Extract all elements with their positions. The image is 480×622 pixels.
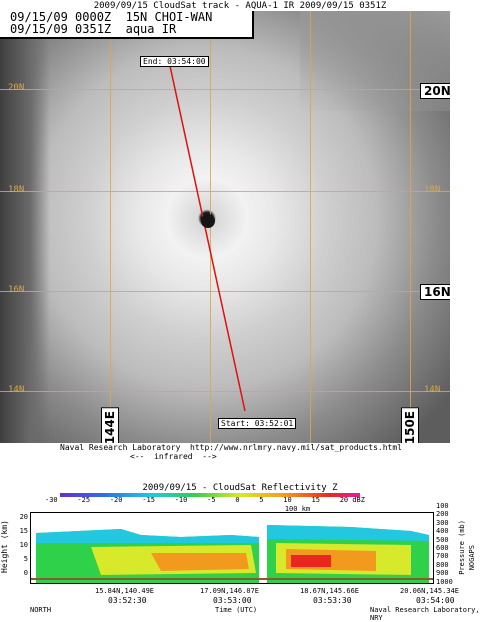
ytick-right: 400 — [436, 527, 449, 536]
colorbar-tick: -25 — [77, 496, 91, 504]
lat-label-right-14n: 14N — [424, 385, 441, 395]
image-title: 2009/09/15 CloudSat track - AQUA-1 IR 20… — [93, 1, 387, 11]
profile-credit: Naval Research Laboratory, NRY — [370, 606, 480, 622]
lat-label-left-20n: 20N — [8, 83, 25, 93]
cloud-top-right — [267, 525, 429, 541]
colorbar-tick: 15 — [311, 496, 320, 504]
ylabel-left: Height (km) — [0, 520, 9, 573]
north-label: NORTH — [30, 606, 52, 614]
xtime-4: 03:54:00 — [416, 596, 455, 605]
colorbar-ticks: -30 -25 -20 -15 -10 -5 0 5 10 15 20 dBZ — [45, 496, 365, 504]
reflectivity-profile — [30, 512, 434, 584]
xtime-1: 03:52:30 — [108, 596, 147, 605]
track-end-label: End: 03:54:00 — [140, 56, 209, 67]
reflectivity-colorbar — [60, 493, 360, 497]
nrl-credit: Naval Research Laboratory http://www.nrl… — [60, 443, 402, 452]
lat-label-left-14n: 14N — [8, 385, 25, 395]
ytick-right: 100 — [436, 502, 449, 510]
ytick-right: 800 — [436, 560, 449, 569]
grid-lat-14n — [0, 391, 450, 392]
ytick-right: 200 — [436, 510, 449, 519]
ytick-right: 900 — [436, 569, 449, 578]
xcoord-4: 20.06N,145.34E — [400, 587, 460, 595]
ytick-right: 700 — [436, 552, 449, 561]
ytick-left: 5 — [23, 555, 28, 563]
profile-title: 2009/09/15 - CloudSat Reflectivity Z — [142, 483, 338, 493]
ytick-left: 10 — [19, 541, 28, 549]
colorbar-tick: -5 — [207, 496, 216, 504]
cloud-top-left — [36, 529, 259, 543]
colorbar-tick: 10 — [283, 496, 292, 504]
colorbar-tick: -10 — [174, 496, 188, 504]
xlabel: Time (UTC) — [215, 606, 258, 614]
lat-label-left-18n: 18N — [8, 185, 25, 195]
eye-gap — [259, 513, 267, 583]
ytick-left: 15 — [19, 527, 28, 535]
lat-label-left-16n: 16N — [8, 285, 25, 295]
lat-badge-20n: 20N — [420, 83, 450, 99]
typhoon-eye — [201, 214, 215, 228]
reflectivity-curtain — [31, 513, 433, 583]
grid-lat-16n — [0, 291, 450, 292]
ytick-right: 600 — [436, 544, 449, 553]
colorbar-tick: -30 — [45, 496, 58, 504]
cloud-intense-left — [151, 553, 249, 571]
cloudsat-track — [169, 65, 246, 412]
xcoord-2: 17.09N,146.07E — [200, 587, 260, 595]
cloud-max-right — [291, 555, 331, 567]
grid-lon-144e — [110, 11, 111, 443]
ytick-right: 500 — [436, 535, 449, 544]
ytick-right: 1000 — [436, 577, 453, 586]
lat-badge-16n: 16N — [420, 284, 450, 300]
image-banner: 09/15/09 0000Z 15N CHOI-WAN 09/15/09 035… — [0, 11, 254, 39]
banner-line-sensor: 09/15/09 0351Z aqua IR — [10, 22, 177, 36]
grid-lat-20n — [0, 89, 450, 90]
track-start-label: Start: 03:52:01 — [218, 418, 297, 429]
lon-badge-144e: 144E — [101, 407, 119, 443]
satellite-ir-image: 20N 18N 16N 14N 18N 14N End: 03:54:00 St… — [0, 11, 450, 443]
grid-lon-150e — [410, 11, 411, 443]
colorbar-tick: -20 — [109, 496, 123, 504]
ytick-left: 0 — [23, 569, 28, 577]
lon-badge-150e: 150E — [401, 407, 419, 443]
track-line — [169, 65, 246, 412]
colorbar-tick: -15 — [142, 496, 155, 504]
colorbar-tick: 5 — [259, 496, 264, 504]
ylabel-right: Pressure (mb) — [458, 520, 466, 575]
dark-region-left — [0, 11, 50, 443]
grid-lat-18n — [0, 191, 450, 192]
nogaps-label: NOGAPS — [468, 545, 476, 571]
lat-label-right-18n: 18N — [424, 185, 441, 195]
yticks-left: 20 15 10 5 0 — [18, 510, 28, 580]
colorbar-tick: 0 — [235, 496, 240, 504]
band-label: <-- infrared --> — [130, 452, 217, 461]
banner-line-storm: 09/15/09 0000Z 15N CHOI-WAN — [10, 10, 213, 24]
xcoord-3: 18.67N,145.66E — [300, 587, 360, 595]
xtime-2: 03:53:00 — [213, 596, 252, 605]
ytick-right: 300 — [436, 518, 449, 527]
ytick-left: 20 — [19, 513, 28, 521]
colorbar-gradient — [60, 493, 360, 497]
colorbar-tick: 20 dBZ — [339, 496, 365, 504]
xcoord-1: 15.84N,140.49E — [95, 587, 155, 595]
yticks-right: 100 200 300 400 500 600 700 800 900 1000 — [436, 502, 453, 586]
grid-lon-148e — [310, 11, 311, 443]
xtime-3: 03:53:30 — [313, 596, 352, 605]
